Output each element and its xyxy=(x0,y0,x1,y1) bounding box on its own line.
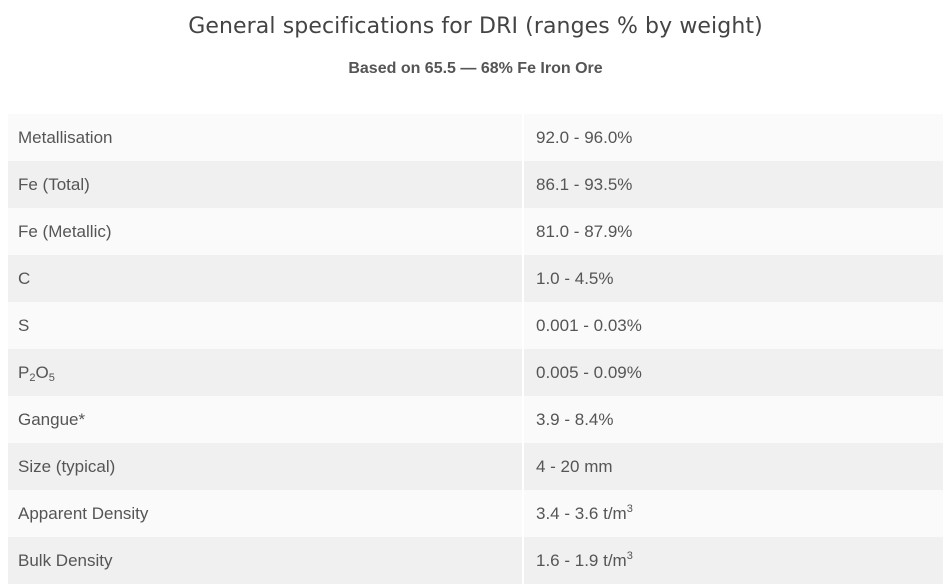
value-cell: 86.1 - 93.5% xyxy=(522,161,943,208)
table-title: General specifications for DRI (ranges %… xyxy=(188,14,763,39)
table-row: Size (typical) 4 - 20 mm xyxy=(8,443,943,490)
table-row: Bulk Density 1.6 - 1.9 t/m3 xyxy=(8,537,943,584)
table-row: P2O5 0.005 - 0.09% xyxy=(8,349,943,396)
table-row: Fe (Metallic) 81.0 - 87.9% xyxy=(8,208,943,255)
formula-element: P xyxy=(18,362,30,382)
table-subtitle: Based on 65.5 — 68% Fe Iron Ore xyxy=(348,60,603,77)
parameter-cell: Fe (Total) xyxy=(8,161,523,208)
value-cell: 1.6 - 1.9 t/m3 xyxy=(522,537,943,584)
value-cell: 81.0 - 87.9% xyxy=(522,208,943,255)
unit-superscript: 3 xyxy=(626,549,633,562)
parameter-cell: Gangue* xyxy=(8,396,523,443)
table-row: S 0.001 - 0.03% xyxy=(8,302,943,349)
value-cell: 0.001 - 0.03% xyxy=(522,302,943,349)
value-cell: 4 - 20 mm xyxy=(522,443,943,490)
value-text: 1.6 - 1.9 t/m xyxy=(536,550,627,570)
parameter-cell: Metallisation xyxy=(8,114,523,161)
table-row: Apparent Density 3.4 - 3.6 t/m3 xyxy=(8,490,943,537)
value-cell: 1.0 - 4.5% xyxy=(522,255,943,302)
value-cell: 3.4 - 3.6 t/m3 xyxy=(522,490,943,537)
parameter-cell: Bulk Density xyxy=(8,537,523,584)
value-text: 3.4 - 3.6 t/m xyxy=(536,503,627,523)
parameter-cell: C xyxy=(8,255,523,302)
dri-specifications-table: Metallisation 92.0 - 96.0% Fe (Total) 86… xyxy=(8,114,943,584)
parameter-cell: Fe (Metallic) xyxy=(8,208,523,255)
parameter-cell: S xyxy=(8,302,523,349)
parameter-cell: Apparent Density xyxy=(8,490,523,537)
parameter-cell: P2O5 xyxy=(8,349,523,396)
table-row: Gangue* 3.9 - 8.4% xyxy=(8,396,943,443)
table-row: C 1.0 - 4.5% xyxy=(8,255,943,302)
parameter-cell: Size (typical) xyxy=(8,443,523,490)
unit-superscript: 3 xyxy=(626,502,633,515)
value-cell: 3.9 - 8.4% xyxy=(522,396,943,443)
formula-subscript: 5 xyxy=(48,371,55,384)
table-row: Metallisation 92.0 - 96.0% xyxy=(8,114,943,161)
formula-subscript: 2 xyxy=(29,371,36,384)
value-cell: 92.0 - 96.0% xyxy=(522,114,943,161)
formula-element: O xyxy=(35,362,49,382)
value-cell: 0.005 - 0.09% xyxy=(522,349,943,396)
table-row: Fe (Total) 86.1 - 93.5% xyxy=(8,161,943,208)
